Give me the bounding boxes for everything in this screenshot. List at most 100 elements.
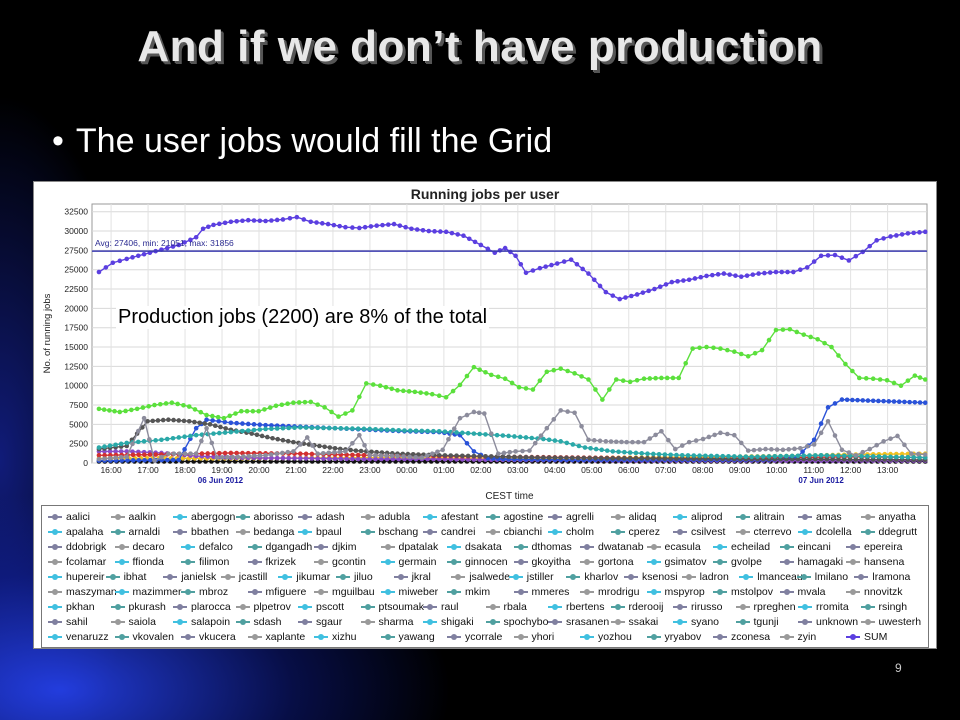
legend-label: ycorrale <box>465 631 503 643</box>
data-point <box>839 397 845 402</box>
legend-swatch <box>485 514 500 520</box>
data-point <box>292 425 297 430</box>
legend-swatch <box>548 529 562 535</box>
data-point <box>298 442 303 447</box>
data-point <box>565 409 570 414</box>
legend-swatch <box>673 604 687 610</box>
x-tick-label: 22:00 <box>322 465 344 475</box>
data-point <box>543 264 548 269</box>
data-point <box>876 398 881 404</box>
data-point <box>215 414 221 420</box>
legend-label: rpreghen <box>753 601 796 613</box>
data-point <box>102 444 107 449</box>
data-point <box>244 408 250 414</box>
data-point <box>608 439 614 444</box>
data-point <box>679 443 685 448</box>
data-point <box>766 337 772 343</box>
data-point <box>744 273 750 278</box>
legend-label: nnovitzk <box>864 586 903 598</box>
data-point <box>870 376 876 382</box>
legend-swatch <box>548 619 562 625</box>
data-point <box>841 453 847 459</box>
legend-label: candrei <box>441 526 476 538</box>
legend-label: shigaki <box>441 616 474 628</box>
y-tick-label: 32500 <box>64 207 88 217</box>
legend-swatch <box>860 529 875 535</box>
data-point <box>362 224 368 230</box>
data-point <box>413 428 419 434</box>
data-point <box>373 453 378 458</box>
data-point <box>181 418 187 424</box>
data-point <box>251 218 257 223</box>
series-gkoyitha <box>96 417 928 463</box>
data-point <box>472 239 478 245</box>
legend-swatch <box>485 604 500 610</box>
data-point <box>881 398 886 404</box>
data-point <box>373 456 378 462</box>
data-point <box>251 422 257 427</box>
y-tick-label: 5000 <box>69 419 88 429</box>
legend-label: gvolpe <box>731 556 762 568</box>
data-point <box>807 456 812 462</box>
data-point <box>336 414 341 419</box>
legend-swatch <box>173 604 187 610</box>
legend-label: ksenosi <box>642 571 678 583</box>
legend-label: defalco <box>199 541 233 553</box>
data-point <box>591 438 597 443</box>
data-point <box>832 252 838 258</box>
legend-label: maszyman <box>66 586 117 598</box>
data-point <box>280 455 286 461</box>
data-point <box>737 454 743 459</box>
data-point <box>449 230 455 236</box>
data-point <box>822 340 827 346</box>
data-point <box>815 336 820 342</box>
data-point <box>424 453 430 458</box>
legend-swatch <box>114 589 129 595</box>
data-point <box>558 439 564 444</box>
data-point <box>373 426 378 432</box>
data-point <box>268 452 274 457</box>
data-point <box>176 435 182 440</box>
data-point <box>309 451 315 457</box>
data-point <box>518 262 524 267</box>
legend-swatch <box>48 619 62 625</box>
data-point <box>314 220 319 225</box>
legend-label: hupereir <box>66 571 105 583</box>
data-point <box>274 217 280 223</box>
data-point <box>824 456 830 462</box>
data-point <box>675 279 680 284</box>
legend-label: unknown <box>816 616 859 628</box>
data-point <box>308 219 314 225</box>
legend-swatch <box>580 589 594 595</box>
data-point <box>298 425 303 430</box>
data-point <box>720 453 726 459</box>
legend-swatch <box>423 604 437 610</box>
data-point <box>846 450 852 455</box>
data-point <box>506 454 511 460</box>
data-point <box>212 423 218 428</box>
data-point <box>419 455 425 460</box>
data-point <box>225 454 230 460</box>
data-point <box>483 369 488 375</box>
legend-label: gkoyitha <box>531 556 571 568</box>
x-tick-label: 05:00 <box>581 465 603 475</box>
data-point <box>186 404 192 409</box>
data-point <box>639 456 645 461</box>
data-point <box>192 407 198 412</box>
data-point <box>804 265 810 270</box>
data-point <box>495 451 501 457</box>
data-point <box>460 430 465 436</box>
data-point <box>134 406 140 412</box>
data-point <box>182 451 188 457</box>
legend-swatch <box>380 544 395 550</box>
data-point <box>361 456 367 462</box>
legend-swatch <box>110 604 125 610</box>
data-point <box>721 271 727 276</box>
data-point <box>344 456 349 462</box>
legend-label: zyin <box>797 631 817 643</box>
data-point <box>891 380 897 386</box>
data-point <box>905 451 911 457</box>
data-point <box>922 377 928 382</box>
legend-swatch <box>739 574 754 580</box>
y-tick-label: 20000 <box>64 303 88 313</box>
